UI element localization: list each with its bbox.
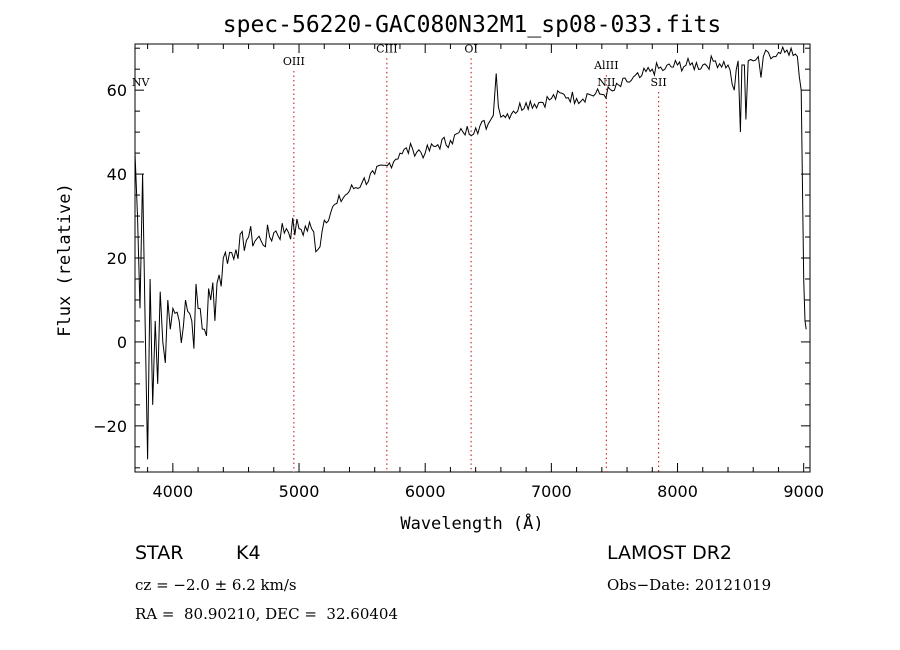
y-tick-label: −20 bbox=[93, 417, 127, 436]
y-tick-label: 60 bbox=[107, 81, 127, 100]
observation-date: Obs−Date: 20121019 bbox=[607, 576, 772, 594]
chart-title: spec-56220-GAC080N32M1_sp08-033.fits bbox=[223, 12, 722, 38]
object-subclass: K4 bbox=[236, 542, 261, 564]
x-tick-label: 4000 bbox=[152, 482, 193, 501]
annotation-label: AlIII bbox=[593, 59, 619, 72]
y-tick-label: 20 bbox=[107, 249, 127, 268]
plot-frame bbox=[134, 43, 811, 473]
annotation-label: NV bbox=[132, 76, 151, 89]
x-axis-label: Wavelength (Å) bbox=[400, 512, 543, 534]
annotation-label: CIII bbox=[376, 42, 397, 55]
x-tick-label: 8000 bbox=[657, 482, 698, 501]
x-tick-label: 7000 bbox=[531, 482, 572, 501]
object-class: STAR bbox=[135, 542, 184, 564]
y-tick-label: 0 bbox=[117, 333, 127, 352]
spectrum-line bbox=[134, 45, 807, 460]
annotation-label: OIII bbox=[283, 55, 305, 68]
survey-name: LAMOST DR2 bbox=[607, 542, 732, 564]
redshift-velocity: cz = −2.0 ± 6.2 km/s bbox=[135, 576, 297, 594]
y-tick-label: 40 bbox=[107, 165, 127, 184]
line-annotations: NV OIII CIII OI AlIII NII SII bbox=[132, 42, 667, 472]
axis-ticks: 4000 5000 6000 7000 8000 9000 −20 0 20 40 60 bbox=[93, 44, 824, 501]
coordinates: RA = 80.90210, DEC = 32.60404 bbox=[135, 605, 399, 623]
x-tick-label: 5000 bbox=[279, 482, 320, 501]
y-axis-label: Flux (relative) bbox=[55, 183, 75, 337]
annotation-label: NII bbox=[597, 76, 615, 89]
x-tick-label: 6000 bbox=[405, 482, 446, 501]
annotation-label: SII bbox=[650, 76, 666, 89]
x-tick-label: 9000 bbox=[783, 482, 824, 501]
annotation-label: OI bbox=[464, 42, 477, 55]
